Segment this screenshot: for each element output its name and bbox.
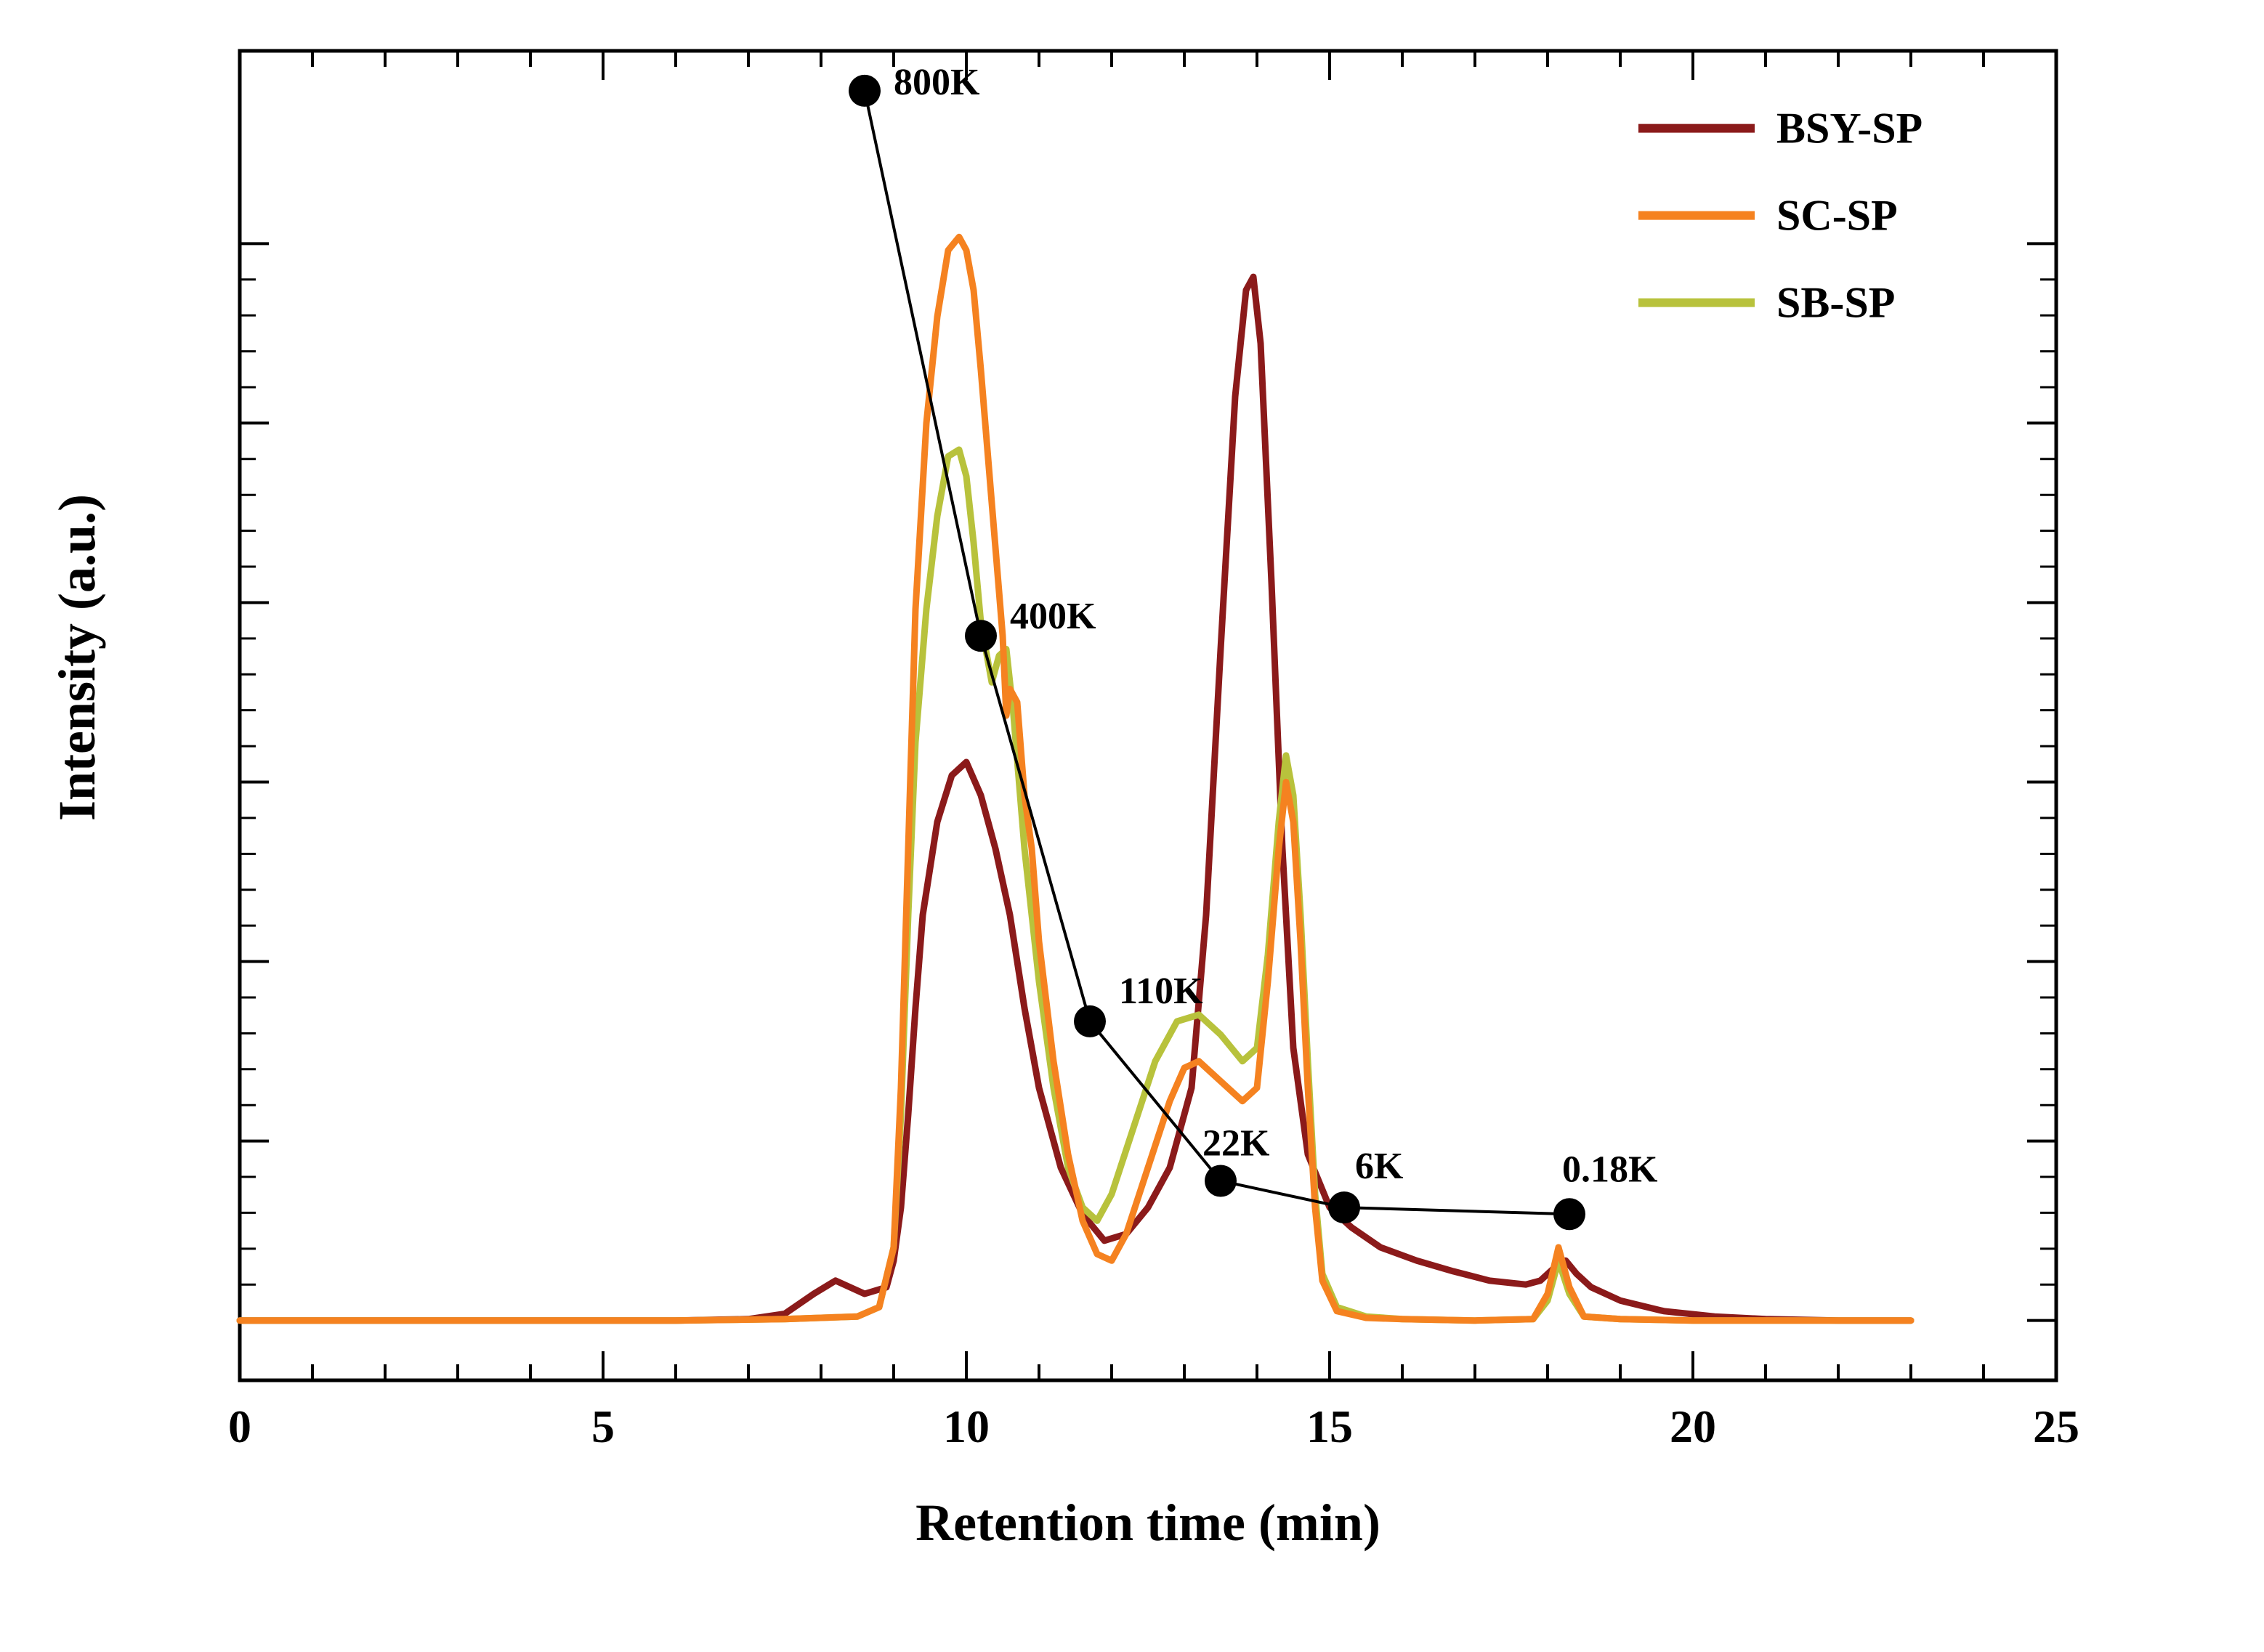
legend-label: SB-SP (1776, 279, 1895, 327)
calibration-label: 110K (1119, 971, 1203, 1012)
x-tick-label: 0 (228, 1401, 251, 1452)
chart-container: 0 5 10 15 20 25 Retention time (min) Intensity … (0, 0, 2264, 1652)
x-tick-label: 25 (2033, 1401, 2079, 1452)
calibration-label: 22K (1202, 1123, 1270, 1165)
calibration-label: 800K (894, 62, 980, 103)
x-tick-label: 10 (943, 1401, 990, 1452)
calibration-marker (1553, 1198, 1585, 1230)
chart-svg: 0 5 10 15 20 25 Retention time (min) Intensity … (0, 0, 2264, 1652)
legend: BSY-SP SC-SP SB-SP (1638, 105, 1923, 327)
calibration-marker (1205, 1165, 1237, 1197)
series-BSY-SP (240, 277, 1911, 1321)
calibration-marker (1074, 1005, 1106, 1037)
x-tick-label: 5 (591, 1401, 615, 1452)
legend-label: SC-SP (1776, 192, 1898, 240)
series-SC-SP (240, 237, 1911, 1321)
y-axis-label: Intensity (a.u.) (48, 494, 106, 821)
x-tick-label: 20 (1670, 1401, 1716, 1452)
x-axis-label: Retention time (min) (915, 1494, 1380, 1552)
calibration-label: 0.18K (1562, 1149, 1658, 1190)
x-ticks: 0 5 10 15 20 25 (228, 51, 2079, 1452)
calibration-marker (965, 620, 997, 652)
calibration-label: 400K (1010, 596, 1096, 637)
calibration-marker (849, 75, 881, 107)
legend-label: BSY-SP (1776, 105, 1923, 153)
plot-frame (240, 51, 2056, 1380)
x-tick-label: 15 (1306, 1401, 1353, 1452)
calibration-marker (1328, 1191, 1360, 1223)
calibration-label: 6K (1355, 1146, 1404, 1187)
series-group (240, 237, 1911, 1321)
